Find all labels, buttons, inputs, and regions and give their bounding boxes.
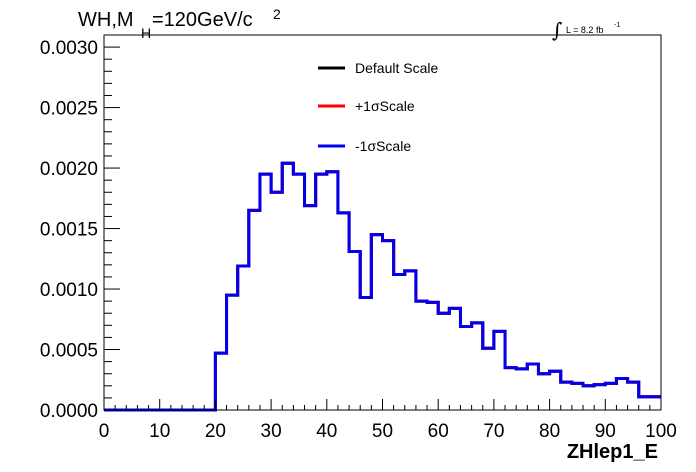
title-prefix: WH,M (78, 9, 134, 31)
x-tick-label: 30 (261, 421, 282, 442)
x-tick-label: 40 (316, 421, 337, 442)
y-tick-label: 0.0025 (40, 99, 98, 120)
x-tick-label: 50 (372, 421, 393, 442)
x-tick-label: 80 (539, 421, 560, 442)
y-tick-label: 0.0010 (40, 280, 98, 301)
y-tick-label: 0.0005 (40, 341, 98, 362)
y-tick-label: 0.0020 (40, 159, 98, 180)
legend: Default Scale +1σScale -1σScale (318, 60, 438, 154)
x-tick-label: 100 (645, 421, 677, 442)
x-tick-label: 0 (99, 421, 110, 442)
legend-label-0: Default Scale (355, 60, 438, 76)
x-tick-label: 70 (483, 421, 504, 442)
luminosity-superscript: -1 (614, 22, 620, 29)
y-tick-label: 0.0030 (40, 38, 98, 59)
x-tick-label: 10 (149, 421, 170, 442)
y-tick-label: 0.0015 (40, 220, 98, 241)
x-axis-title: ZHlep1_E (567, 441, 658, 463)
x-tick-label: 20 (205, 421, 226, 442)
title-subscript: H (141, 25, 151, 41)
x-tick-label: 90 (595, 421, 616, 442)
luminosity-text: L = 8.2 fb (566, 25, 603, 35)
integral-sign: ∫ (552, 18, 562, 42)
legend-label-2: -1σScale (355, 138, 411, 154)
title-superscript: 2 (273, 6, 281, 22)
series-line-2 (104, 161, 661, 412)
plot-area (104, 161, 661, 412)
y-tick-label: 0.0000 (40, 401, 98, 422)
luminosity-label: ∫ L = 8.2 fb -1 (552, 18, 620, 42)
x-tick-label: 60 (428, 421, 449, 442)
axes: 0 10 20 30 40 50 60 70 80 90 100 0.0000 0.0005 0.0010… (40, 34, 677, 442)
title-suffix: =120GeV/c (152, 9, 253, 31)
chart-title: WH,M H =120GeV/c 2 (78, 6, 281, 41)
legend-label-1: +1σScale (355, 98, 415, 114)
